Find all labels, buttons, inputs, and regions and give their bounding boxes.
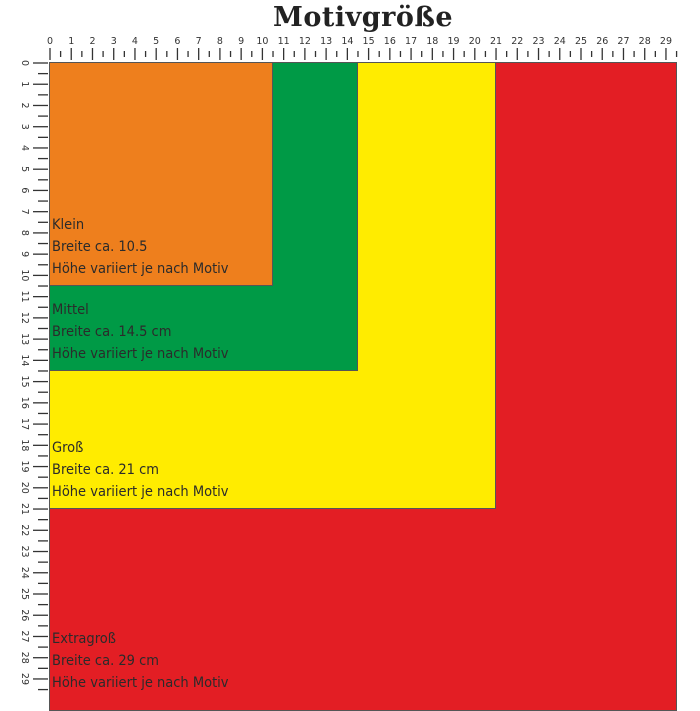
top-ruler-label: 26 xyxy=(596,36,608,47)
size-height-text: Höhe variiert je nach Motiv xyxy=(52,345,229,362)
left-ruler-label: 23 xyxy=(19,545,30,557)
size-width-text: Breite ca. 29 cm xyxy=(52,653,159,669)
top-ruler-label: 19 xyxy=(448,36,460,47)
left-ruler-label: 7 xyxy=(19,209,30,215)
top-ruler-label: 15 xyxy=(363,36,375,47)
left-ruler-label: 27 xyxy=(19,630,30,642)
size-name: Klein xyxy=(52,217,85,234)
top-ruler-label: 18 xyxy=(426,36,438,47)
top-ruler-label: 12 xyxy=(299,36,311,47)
left-ruler-label: 1 xyxy=(19,81,30,87)
left-ruler-label: 26 xyxy=(19,609,30,621)
left-ruler-label: 24 xyxy=(19,567,30,579)
top-ruler-label: 9 xyxy=(238,36,244,47)
size-label-2: Mittel Breite ca. 14.5 cm Höhe variiert je… xyxy=(52,299,229,365)
top-ruler-label: 10 xyxy=(256,36,268,47)
left-ruler-label: 19 xyxy=(19,461,30,473)
size-height-text: Höhe variiert je nach Motiv xyxy=(52,675,229,691)
left-ruler-label: 28 xyxy=(19,652,30,664)
left-ruler-label: 9 xyxy=(19,251,30,257)
left-ruler-label: 0 xyxy=(19,60,30,66)
size-width-text: Breite ca. 21 cm xyxy=(52,462,159,479)
size-name: Mittel xyxy=(52,301,89,318)
top-ruler-label: 20 xyxy=(469,36,481,47)
top-ruler-label: 2 xyxy=(89,36,95,47)
left-ruler-label: 17 xyxy=(19,418,30,430)
size-label-1: Groß Breite ca. 21 cm Höhe variiert je nac… xyxy=(52,437,229,503)
size-rect-3 xyxy=(49,62,274,287)
top-ruler-label: 14 xyxy=(341,36,353,47)
left-ruler-label: 18 xyxy=(19,439,30,451)
left-ruler-label: 14 xyxy=(19,354,30,366)
left-ruler-label: 8 xyxy=(19,230,30,236)
size-height-text: Höhe variiert je nach Motiv xyxy=(52,261,229,278)
top-ruler-label: 29 xyxy=(660,36,672,47)
top-ruler-label: 25 xyxy=(575,36,587,47)
left-ruler-label: 21 xyxy=(19,503,30,515)
top-ruler-label: 7 xyxy=(196,36,202,47)
left-ruler-label: 12 xyxy=(19,312,30,324)
top-ruler-label: 8 xyxy=(217,36,223,47)
left-ruler-label: 22 xyxy=(19,524,30,536)
top-ruler-label: 4 xyxy=(132,36,138,47)
top-ruler-label: 17 xyxy=(405,36,417,47)
top-ruler-label: 28 xyxy=(639,36,651,47)
top-ruler-label: 11 xyxy=(278,36,290,47)
size-height-text: Höhe variiert je nach Motiv xyxy=(52,484,229,501)
left-ruler-label: 5 xyxy=(19,166,30,172)
left-ruler-label: 20 xyxy=(19,482,30,494)
top-ruler-label: 13 xyxy=(320,36,332,47)
size-label-0: Extragroß Breite ca. 29 cm Höhe variiert j… xyxy=(52,628,229,694)
page-title: Motivgröße xyxy=(272,2,454,33)
top-ruler-label: 24 xyxy=(554,36,566,47)
size-width-text: Breite ca. 10.5 xyxy=(52,239,148,256)
left-ruler-label: 4 xyxy=(19,145,30,151)
left-ruler-label: 16 xyxy=(19,397,30,409)
left-ruler-label: 10 xyxy=(19,269,30,281)
left-ruler-label: 11 xyxy=(19,291,30,303)
left-ruler-label: 3 xyxy=(19,124,30,130)
left-ruler-label: 15 xyxy=(19,376,30,388)
top-ruler-label: 23 xyxy=(532,36,544,47)
left-ruler-label: 2 xyxy=(19,102,30,108)
left-ruler-label: 29 xyxy=(19,673,30,685)
left-ruler-label: 13 xyxy=(19,333,30,345)
top-ruler-label: 5 xyxy=(153,36,159,47)
size-width-text: Breite ca. 14.5 cm xyxy=(52,323,172,340)
top-ruler-label: 21 xyxy=(490,36,502,47)
top-ruler-label: 1 xyxy=(68,36,74,47)
left-ruler-label: 25 xyxy=(19,588,30,600)
top-ruler-label: 6 xyxy=(174,36,180,47)
top-ruler-label: 22 xyxy=(511,36,523,47)
size-name: Extragroß xyxy=(52,631,116,647)
top-ruler-label: 3 xyxy=(111,36,117,47)
left-ruler-label: 6 xyxy=(19,187,30,193)
top-ruler-label: 0 xyxy=(47,36,53,47)
size-label-3: Klein Breite ca. 10.5 Höhe variiert je nac… xyxy=(52,214,229,280)
size-name: Groß xyxy=(52,440,84,457)
top-ruler-label: 16 xyxy=(384,36,396,47)
top-ruler-label: 27 xyxy=(617,36,629,47)
